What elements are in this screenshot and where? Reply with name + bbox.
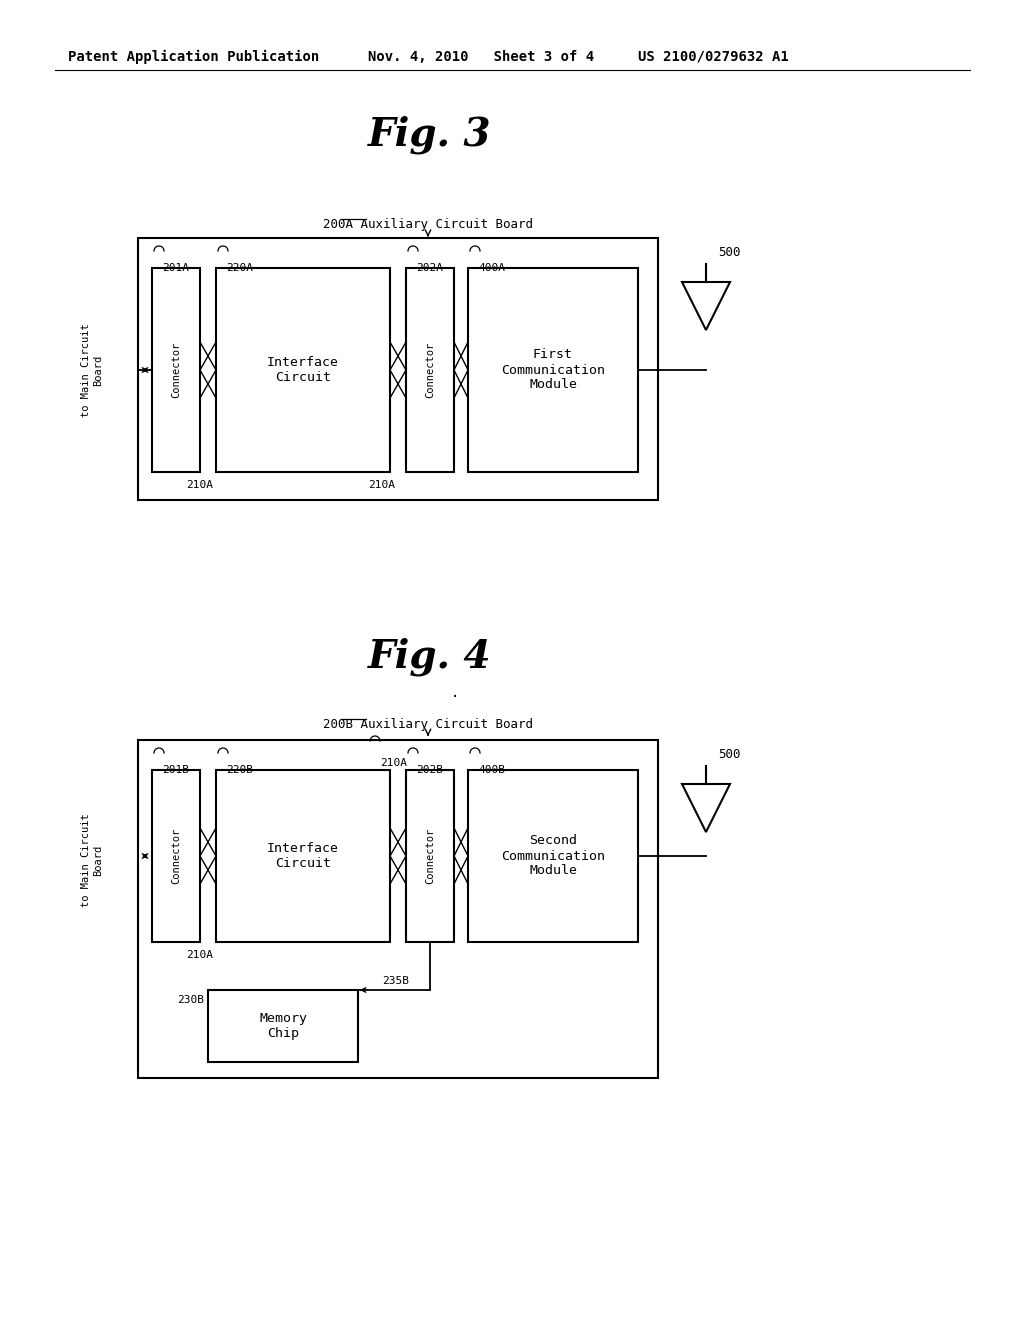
Text: Interface
Circuit: Interface Circuit: [267, 842, 339, 870]
Text: ·: ·: [451, 690, 459, 704]
Text: 200A Auxiliary Circuit Board: 200A Auxiliary Circuit Board: [323, 218, 534, 231]
Text: 500: 500: [718, 748, 740, 762]
Text: 400B: 400B: [478, 766, 505, 775]
Text: Connector: Connector: [171, 828, 181, 884]
Bar: [208, 990, 358, 1063]
Text: to Main Circuit
Board: to Main Circuit Board: [81, 323, 102, 417]
Text: Connector: Connector: [171, 342, 181, 399]
Bar: [138, 238, 658, 500]
Text: Connector: Connector: [425, 828, 435, 884]
Text: Fig. 3: Fig. 3: [369, 115, 492, 153]
Text: 200B Auxiliary Circuit Board: 200B Auxiliary Circuit Board: [323, 718, 534, 731]
Text: Memory
Chip: Memory Chip: [259, 1012, 307, 1040]
Bar: [406, 268, 454, 473]
Text: 202B: 202B: [416, 766, 443, 775]
Text: 201A: 201A: [162, 263, 189, 273]
Text: 400A: 400A: [478, 263, 505, 273]
Text: US 2100/0279632 A1: US 2100/0279632 A1: [638, 50, 788, 63]
Bar: [406, 770, 454, 942]
Text: 202A: 202A: [416, 263, 443, 273]
Bar: [138, 741, 658, 1078]
Bar: [152, 770, 200, 942]
Text: Nov. 4, 2010   Sheet 3 of 4: Nov. 4, 2010 Sheet 3 of 4: [368, 50, 594, 63]
Bar: [216, 268, 390, 473]
Text: 210A: 210A: [380, 758, 407, 768]
Text: 220B: 220B: [226, 766, 253, 775]
Text: 210A: 210A: [186, 950, 213, 960]
Text: First
Communication
Module: First Communication Module: [501, 348, 605, 392]
Text: 201B: 201B: [162, 766, 189, 775]
Text: 220A: 220A: [226, 263, 253, 273]
Text: 210A: 210A: [186, 480, 213, 490]
Text: 210A: 210A: [369, 480, 395, 490]
Text: Connector: Connector: [425, 342, 435, 399]
Text: Second
Communication
Module: Second Communication Module: [501, 834, 605, 878]
Bar: [468, 770, 638, 942]
Text: Interface
Circuit: Interface Circuit: [267, 356, 339, 384]
Text: Fig. 4: Fig. 4: [369, 638, 492, 676]
Text: 235B: 235B: [382, 975, 409, 986]
Text: Patent Application Publication: Patent Application Publication: [68, 50, 319, 65]
Text: 500: 500: [718, 246, 740, 259]
Bar: [152, 268, 200, 473]
Bar: [468, 268, 638, 473]
Text: to Main Circuit
Board: to Main Circuit Board: [81, 813, 102, 907]
Bar: [216, 770, 390, 942]
Text: 230B: 230B: [177, 995, 204, 1005]
